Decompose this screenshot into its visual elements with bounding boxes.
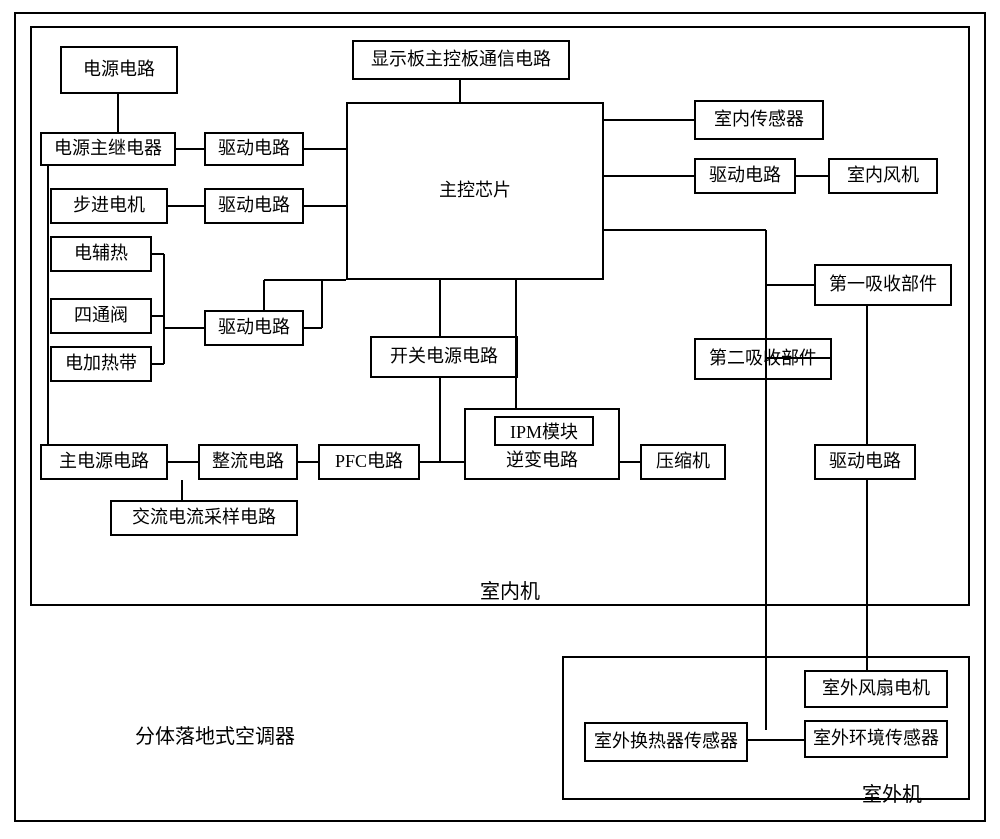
box-label: 室外环境传感器 — [813, 728, 939, 750]
outdoor-frame-label: 室外机 — [862, 778, 922, 807]
title-label: 分体落地式空调器 — [135, 720, 295, 749]
box-absorb1: 第一吸收部件 — [814, 264, 952, 306]
box-label: 驱动电路 — [218, 138, 290, 160]
box-indoor-fan: 室内风机 — [828, 158, 938, 194]
box-indoor-sensor: 室内传感器 — [694, 100, 824, 140]
box-label: IPM模块 — [510, 418, 578, 444]
box-label: 驱动电路 — [218, 195, 290, 217]
box-switch-ps: 开关电源电路 — [370, 336, 518, 378]
box-label: 室外换热器传感器 — [594, 731, 738, 753]
box-label: 电源电路 — [83, 59, 155, 81]
box-elec-heat: 电辅热 — [50, 236, 152, 272]
box-label: 驱动电路 — [829, 451, 901, 473]
box-mcu: 主控芯片 — [346, 102, 604, 280]
box-drive-stepper: 驱动电路 — [204, 188, 304, 224]
box-label: 电源主继电器 — [54, 138, 162, 160]
indoor-frame-label: 室内机 — [480, 575, 540, 604]
box-pfc: PFC电路 — [318, 444, 420, 480]
box-drive-relay: 驱动电路 — [204, 132, 304, 166]
box-drive-out: 驱动电路 — [814, 444, 916, 480]
box-label: 显示板主控板通信电路 — [371, 49, 551, 71]
box-drive-fan: 驱动电路 — [694, 158, 796, 194]
box-rectifier: 整流电路 — [198, 444, 298, 480]
box-absorb2: 第二吸收部件 — [694, 338, 832, 380]
box-label: 驱动电路 — [218, 317, 290, 339]
box-main-power: 主电源电路 — [40, 444, 168, 480]
box-stepper: 步进电机 — [50, 188, 168, 224]
box-label: 室内传感器 — [714, 109, 804, 131]
box-main-relay: 电源主继电器 — [40, 132, 176, 166]
box-out-fan-motor: 室外风扇电机 — [804, 670, 948, 708]
box-label: 室内风机 — [847, 165, 919, 187]
box-label: 开关电源电路 — [390, 346, 498, 368]
box-out-env-sensor: 室外环境传感器 — [804, 720, 948, 758]
box-label: 驱动电路 — [709, 165, 781, 187]
box-ipm: IPM模块 — [494, 416, 594, 446]
box-label: 室外风扇电机 — [822, 678, 930, 700]
box-label: 四通阀 — [74, 305, 128, 327]
box-label: 主电源电路 — [59, 451, 149, 473]
box-label: PFC电路 — [335, 451, 403, 473]
box-display-comm: 显示板主控板通信电路 — [352, 40, 570, 80]
box-label: 电加热带 — [65, 353, 137, 375]
box-label: 交流电流采样电路 — [132, 507, 276, 529]
box-label: 第二吸收部件 — [709, 348, 817, 370]
box-compressor: 压缩机 — [640, 444, 726, 480]
box-power-circuit: 电源电路 — [60, 46, 178, 94]
box-drive-valve: 驱动电路 — [204, 310, 304, 346]
box-ac-sample: 交流电流采样电路 — [110, 500, 298, 536]
box-label: 逆变电路 — [466, 450, 618, 472]
box-label: 压缩机 — [656, 451, 710, 473]
box-heat-belt: 电加热带 — [50, 346, 152, 382]
box-label: 整流电路 — [212, 451, 284, 473]
box-out-hx-sensor: 室外换热器传感器 — [584, 722, 748, 762]
box-label: 第一吸收部件 — [829, 274, 937, 296]
box-label: 电辅热 — [74, 243, 128, 265]
box-four-way: 四通阀 — [50, 298, 152, 334]
box-label: 主控芯片 — [439, 180, 511, 202]
box-label: 步进电机 — [73, 195, 145, 217]
